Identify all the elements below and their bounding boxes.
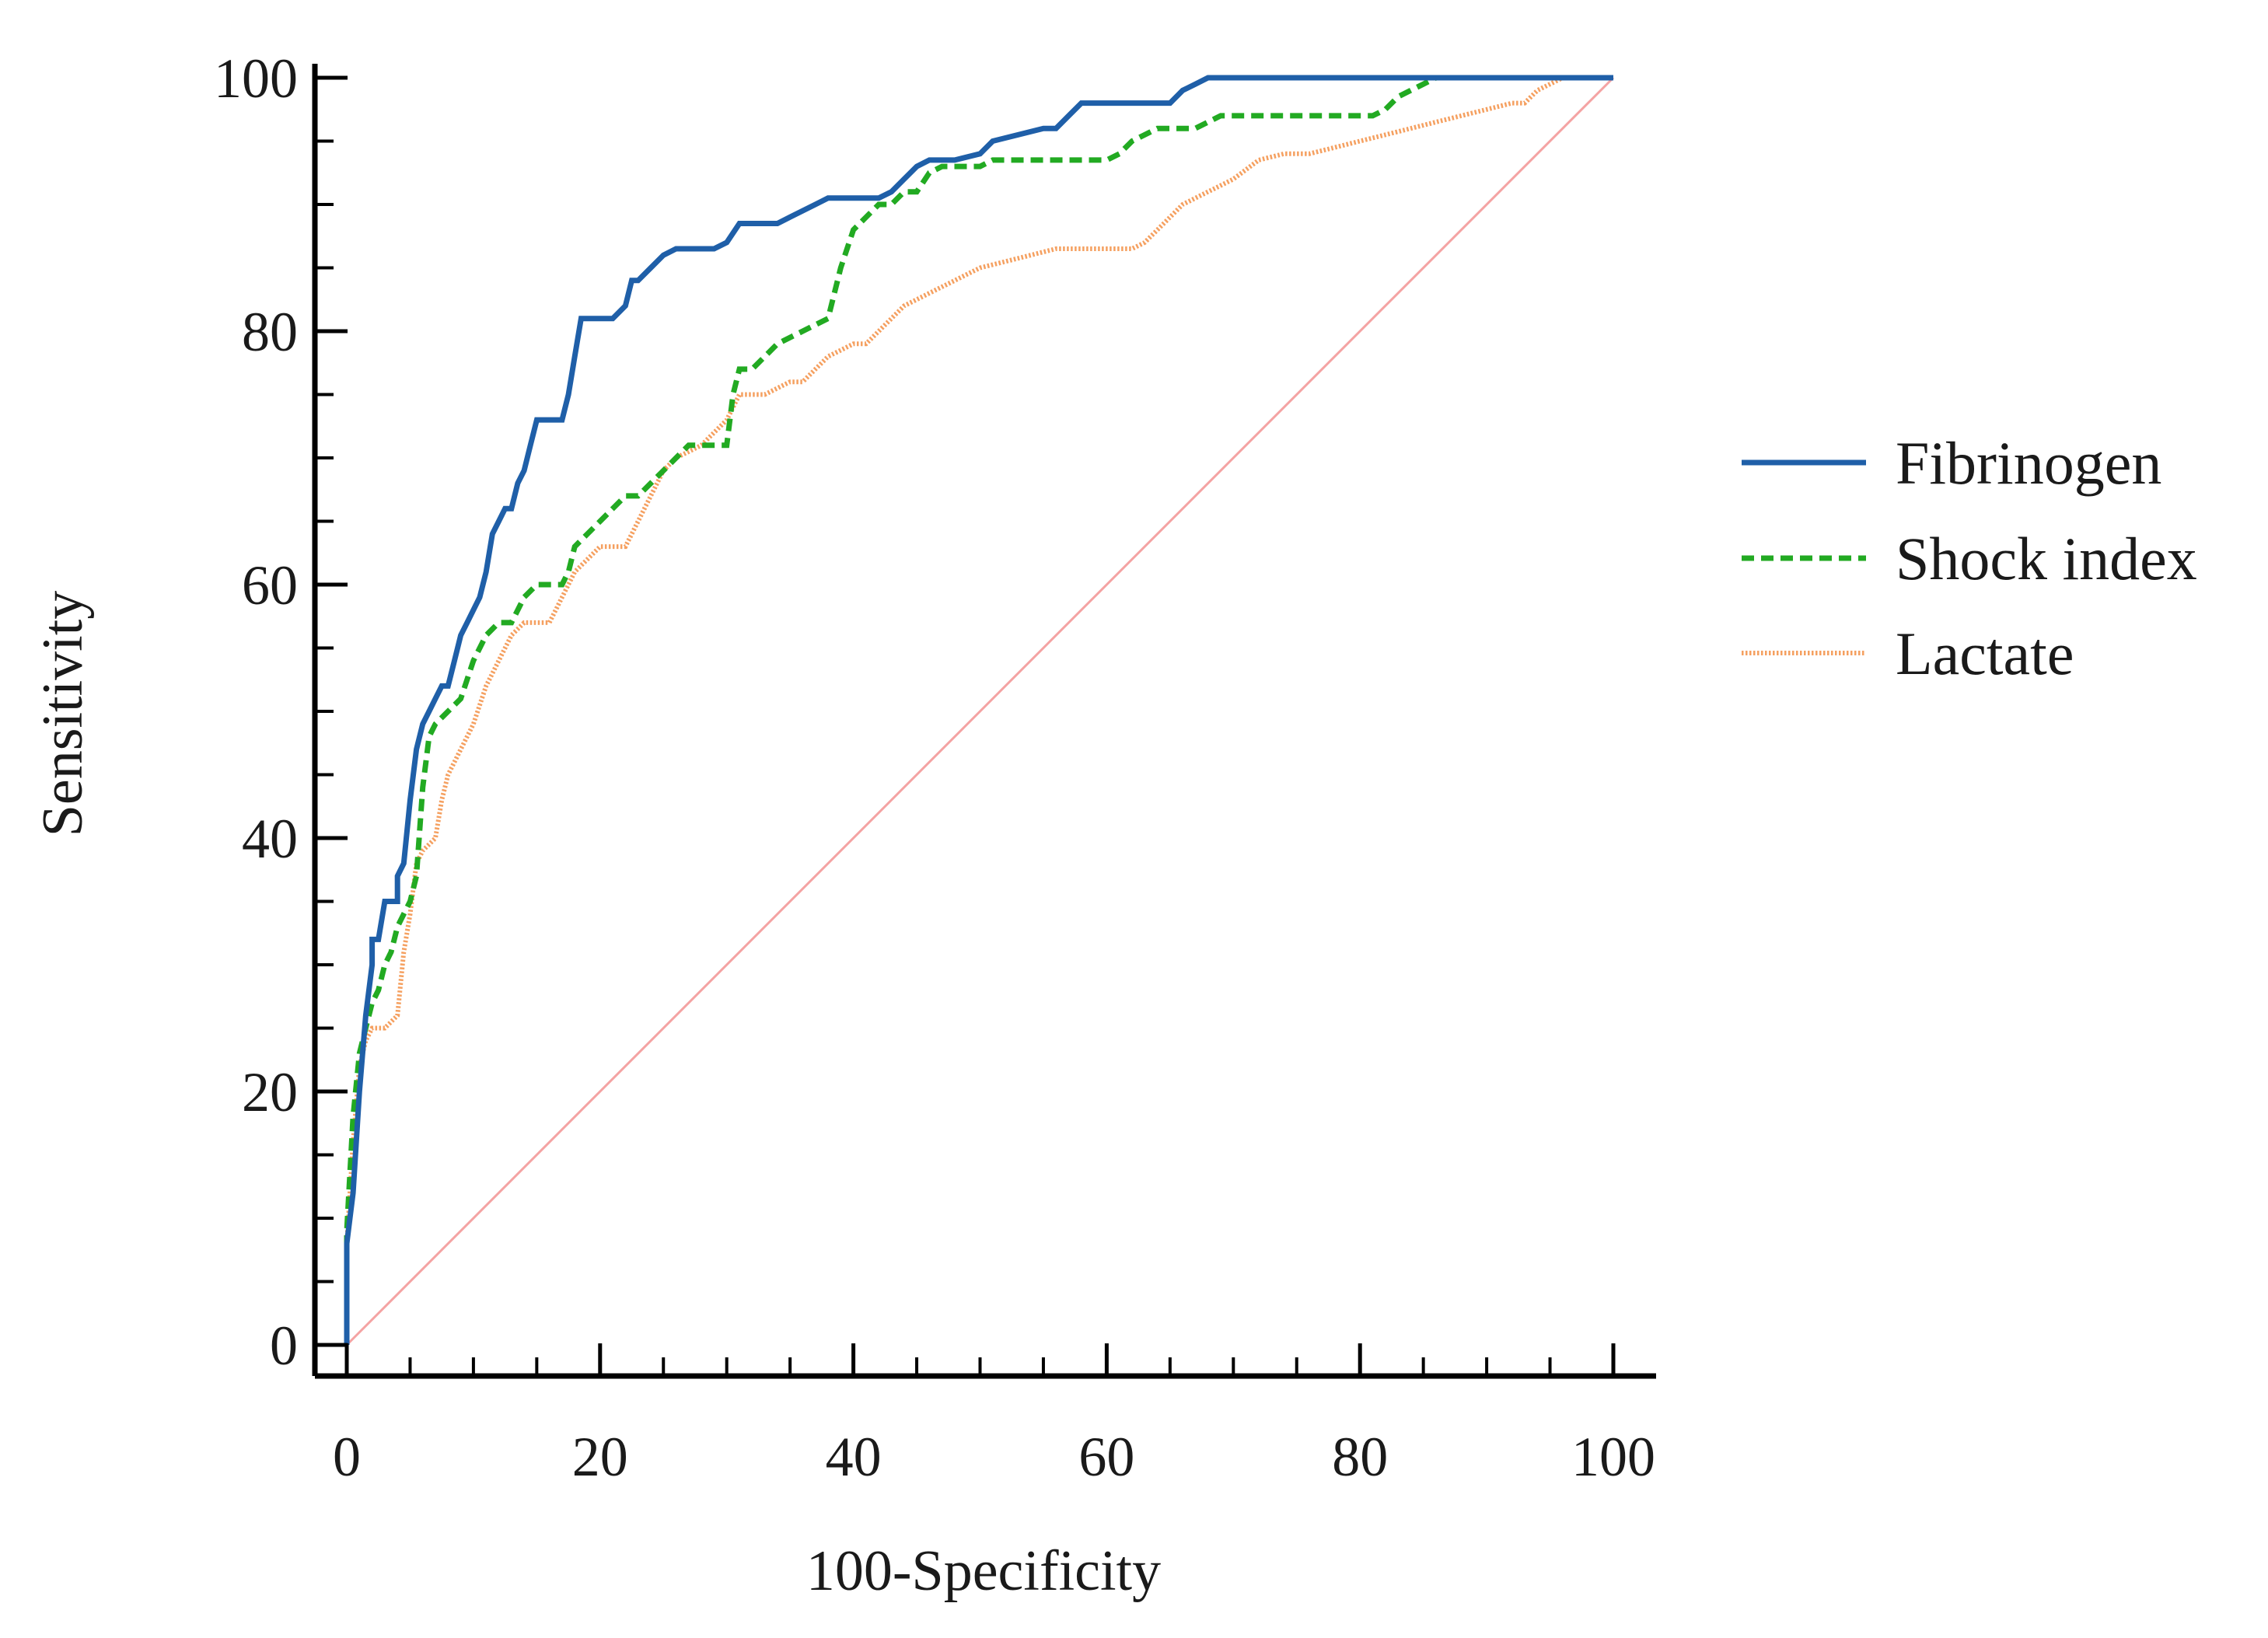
- x-tick-label: 100: [1571, 1426, 1655, 1488]
- x-tick-label: 40: [826, 1426, 882, 1488]
- x-tick-label: 0: [333, 1426, 361, 1488]
- y-tick-label: 100: [214, 47, 298, 110]
- series-line-shock-index: [344, 75, 1613, 1345]
- series-layer: [344, 75, 1613, 1345]
- reference-line-layer: [345, 76, 1615, 1346]
- legend: Fibrinogen Shock index Lactate: [1742, 429, 2197, 687]
- x-axis-title: 100-Specificity: [806, 1539, 1161, 1603]
- y-tick-label: 80: [242, 301, 298, 363]
- x-tick-label: 20: [572, 1426, 628, 1488]
- y-tick-label: 60: [242, 554, 298, 616]
- legend-label: Fibrinogen: [1896, 429, 2161, 497]
- legend-label: Shock index: [1896, 525, 2197, 592]
- series-line-fibrinogen: [344, 75, 1613, 1345]
- x-tick-label: 80: [1332, 1426, 1388, 1488]
- x-tick-label: 60: [1078, 1426, 1134, 1488]
- axes: 0 20 40 60 80 100 0 20 40 60 80 100: [214, 47, 1656, 1488]
- y-axis-title: Sensitivity: [31, 591, 95, 837]
- series-line-lactate: [344, 75, 1613, 1345]
- legend-label: Lactate: [1896, 620, 2074, 687]
- y-ticks: 0 20 40 60 80 100: [214, 47, 348, 1377]
- y-tick-label: 20: [242, 1061, 298, 1123]
- x-ticks: 0 20 40 60 80 100: [333, 1343, 1655, 1488]
- y-tick-label: 40: [242, 808, 298, 870]
- y-tick-label: 0: [270, 1315, 298, 1377]
- reference-diagonal-line: [345, 76, 1615, 1346]
